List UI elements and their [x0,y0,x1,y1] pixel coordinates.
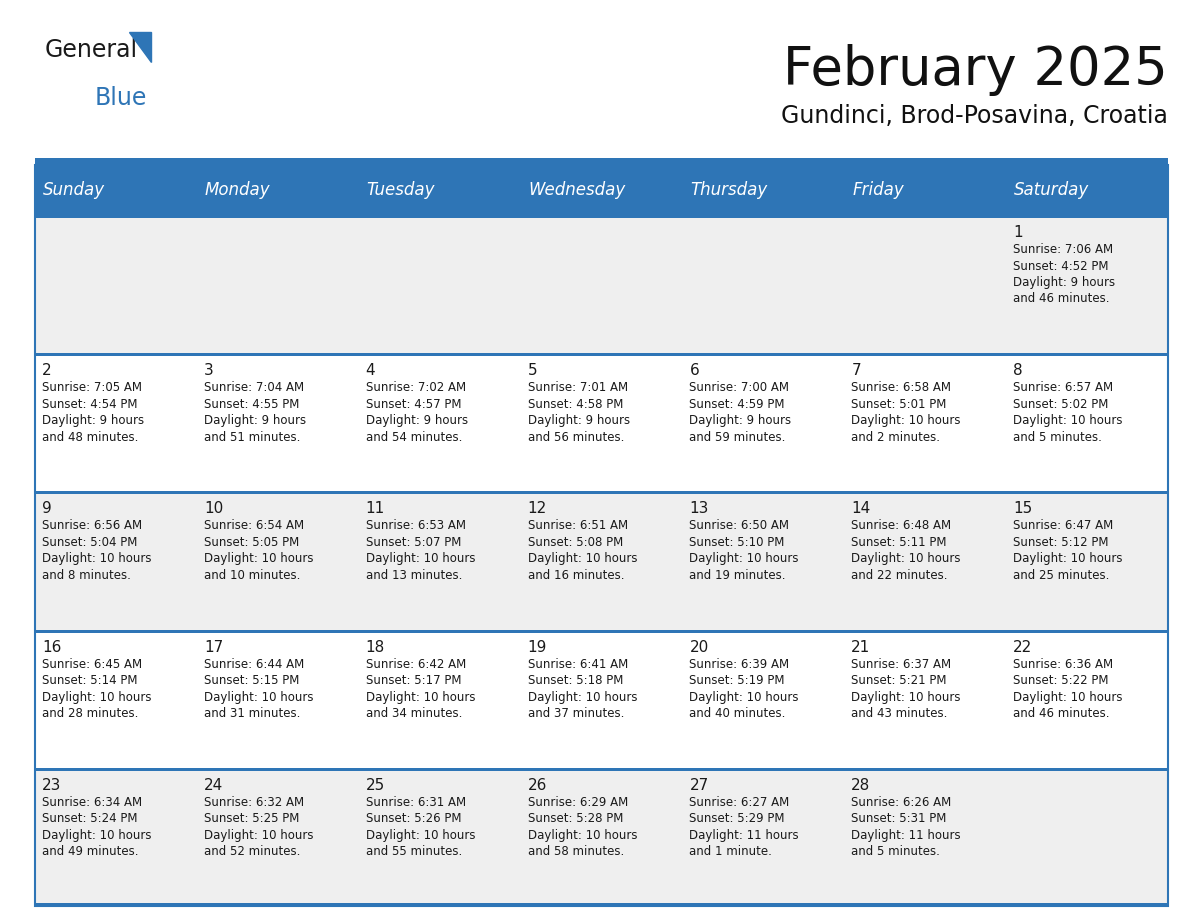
Text: Sunrise: 7:04 AM
Sunset: 4:55 PM
Daylight: 9 hours
and 51 minutes.: Sunrise: 7:04 AM Sunset: 4:55 PM Dayligh… [204,381,307,443]
Text: Tuesday: Tuesday [367,181,435,199]
Text: Sunrise: 6:51 AM
Sunset: 5:08 PM
Daylight: 10 hours
and 16 minutes.: Sunrise: 6:51 AM Sunset: 5:08 PM Dayligh… [527,520,637,582]
Text: Sunday: Sunday [43,181,105,199]
Bar [34,165,1168,215]
Bar [34,767,1168,906]
Text: Sunrise: 6:34 AM
Sunset: 5:24 PM
Daylight: 10 hours
and 49 minutes.: Sunrise: 6:34 AM Sunset: 5:24 PM Dayligh… [42,796,152,858]
Text: 23: 23 [42,778,62,793]
Text: Sunrise: 7:05 AM
Sunset: 4:54 PM
Daylight: 9 hours
and 48 minutes.: Sunrise: 7:05 AM Sunset: 4:54 PM Dayligh… [42,381,144,443]
Text: 18: 18 [366,640,385,655]
Text: Wednesday: Wednesday [529,181,626,199]
Text: Sunrise: 7:06 AM
Sunset: 4:52 PM
Daylight: 9 hours
and 46 minutes.: Sunrise: 7:06 AM Sunset: 4:52 PM Dayligh… [1013,243,1116,306]
Text: 21: 21 [852,640,871,655]
Bar [34,903,1168,906]
Text: 13: 13 [689,501,709,517]
Text: 14: 14 [852,501,871,517]
Text: Saturday: Saturday [1015,181,1089,199]
Bar [34,165,1168,906]
Bar [34,353,1168,491]
Text: 7: 7 [852,364,861,378]
Text: Sunrise: 6:42 AM
Sunset: 5:17 PM
Daylight: 10 hours
and 34 minutes.: Sunrise: 6:42 AM Sunset: 5:17 PM Dayligh… [366,657,475,720]
Text: Sunrise: 6:57 AM
Sunset: 5:02 PM
Daylight: 10 hours
and 5 minutes.: Sunrise: 6:57 AM Sunset: 5:02 PM Dayligh… [1013,381,1123,443]
Polygon shape [129,32,151,62]
Bar [34,491,1168,495]
Text: Sunrise: 6:29 AM
Sunset: 5:28 PM
Daylight: 10 hours
and 58 minutes.: Sunrise: 6:29 AM Sunset: 5:28 PM Dayligh… [527,796,637,858]
Text: 11: 11 [366,501,385,517]
Text: 20: 20 [689,640,709,655]
Text: 5: 5 [527,364,537,378]
Bar [34,491,1168,630]
Text: Thursday: Thursday [690,181,767,199]
Text: 2: 2 [42,364,51,378]
Text: 26: 26 [527,778,546,793]
Text: Sunrise: 6:37 AM
Sunset: 5:21 PM
Daylight: 10 hours
and 43 minutes.: Sunrise: 6:37 AM Sunset: 5:21 PM Dayligh… [852,657,961,720]
Text: Sunrise: 7:02 AM
Sunset: 4:57 PM
Daylight: 9 hours
and 54 minutes.: Sunrise: 7:02 AM Sunset: 4:57 PM Dayligh… [366,381,468,443]
Text: 27: 27 [689,778,709,793]
Text: 8: 8 [1013,364,1023,378]
Text: 24: 24 [204,778,223,793]
Text: Blue: Blue [95,86,147,110]
Text: Sunrise: 6:32 AM
Sunset: 5:25 PM
Daylight: 10 hours
and 52 minutes.: Sunrise: 6:32 AM Sunset: 5:25 PM Dayligh… [204,796,314,858]
Text: 19: 19 [527,640,546,655]
Bar [34,767,1168,771]
Text: Sunrise: 6:47 AM
Sunset: 5:12 PM
Daylight: 10 hours
and 25 minutes.: Sunrise: 6:47 AM Sunset: 5:12 PM Dayligh… [1013,520,1123,582]
Text: Sunrise: 6:36 AM
Sunset: 5:22 PM
Daylight: 10 hours
and 46 minutes.: Sunrise: 6:36 AM Sunset: 5:22 PM Dayligh… [1013,657,1123,720]
Text: Sunrise: 6:54 AM
Sunset: 5:05 PM
Daylight: 10 hours
and 10 minutes.: Sunrise: 6:54 AM Sunset: 5:05 PM Dayligh… [204,520,314,582]
Text: 16: 16 [42,640,62,655]
Text: Sunrise: 6:53 AM
Sunset: 5:07 PM
Daylight: 10 hours
and 13 minutes.: Sunrise: 6:53 AM Sunset: 5:07 PM Dayligh… [366,520,475,582]
Text: February 2025: February 2025 [783,44,1168,96]
Text: Monday: Monday [204,181,271,199]
Bar [34,630,1168,767]
Text: 22: 22 [1013,640,1032,655]
Bar [34,158,1168,165]
Text: 3: 3 [204,364,214,378]
Text: General: General [45,38,138,62]
Bar [34,630,1168,633]
Text: Sunrise: 6:45 AM
Sunset: 5:14 PM
Daylight: 10 hours
and 28 minutes.: Sunrise: 6:45 AM Sunset: 5:14 PM Dayligh… [42,657,152,720]
Text: Friday: Friday [852,181,904,199]
Text: 17: 17 [204,640,223,655]
Text: 12: 12 [527,501,546,517]
Text: Sunrise: 6:56 AM
Sunset: 5:04 PM
Daylight: 10 hours
and 8 minutes.: Sunrise: 6:56 AM Sunset: 5:04 PM Dayligh… [42,520,152,582]
Text: 25: 25 [366,778,385,793]
Text: 9: 9 [42,501,52,517]
Text: Sunrise: 6:27 AM
Sunset: 5:29 PM
Daylight: 11 hours
and 1 minute.: Sunrise: 6:27 AM Sunset: 5:29 PM Dayligh… [689,796,800,858]
Bar [34,215,1168,353]
Text: Sunrise: 6:50 AM
Sunset: 5:10 PM
Daylight: 10 hours
and 19 minutes.: Sunrise: 6:50 AM Sunset: 5:10 PM Dayligh… [689,520,798,582]
Text: Sunrise: 6:41 AM
Sunset: 5:18 PM
Daylight: 10 hours
and 37 minutes.: Sunrise: 6:41 AM Sunset: 5:18 PM Dayligh… [527,657,637,720]
Text: Gundinci, Brod-Posavina, Croatia: Gundinci, Brod-Posavina, Croatia [782,104,1168,128]
Text: Sunrise: 7:00 AM
Sunset: 4:59 PM
Daylight: 9 hours
and 59 minutes.: Sunrise: 7:00 AM Sunset: 4:59 PM Dayligh… [689,381,791,443]
Bar [34,215,1168,218]
Text: 4: 4 [366,364,375,378]
Text: Sunrise: 6:26 AM
Sunset: 5:31 PM
Daylight: 11 hours
and 5 minutes.: Sunrise: 6:26 AM Sunset: 5:31 PM Dayligh… [852,796,961,858]
Text: Sunrise: 6:44 AM
Sunset: 5:15 PM
Daylight: 10 hours
and 31 minutes.: Sunrise: 6:44 AM Sunset: 5:15 PM Dayligh… [204,657,314,720]
Text: Sunrise: 6:48 AM
Sunset: 5:11 PM
Daylight: 10 hours
and 22 minutes.: Sunrise: 6:48 AM Sunset: 5:11 PM Dayligh… [852,520,961,582]
Bar [34,353,1168,356]
Text: Sunrise: 6:39 AM
Sunset: 5:19 PM
Daylight: 10 hours
and 40 minutes.: Sunrise: 6:39 AM Sunset: 5:19 PM Dayligh… [689,657,798,720]
Text: Sunrise: 6:31 AM
Sunset: 5:26 PM
Daylight: 10 hours
and 55 minutes.: Sunrise: 6:31 AM Sunset: 5:26 PM Dayligh… [366,796,475,858]
Text: 10: 10 [204,501,223,517]
Text: 28: 28 [852,778,871,793]
Text: Sunrise: 7:01 AM
Sunset: 4:58 PM
Daylight: 9 hours
and 56 minutes.: Sunrise: 7:01 AM Sunset: 4:58 PM Dayligh… [527,381,630,443]
Text: 6: 6 [689,364,700,378]
Text: Sunrise: 6:58 AM
Sunset: 5:01 PM
Daylight: 10 hours
and 2 minutes.: Sunrise: 6:58 AM Sunset: 5:01 PM Dayligh… [852,381,961,443]
Text: 15: 15 [1013,501,1032,517]
Text: 1: 1 [1013,225,1023,240]
